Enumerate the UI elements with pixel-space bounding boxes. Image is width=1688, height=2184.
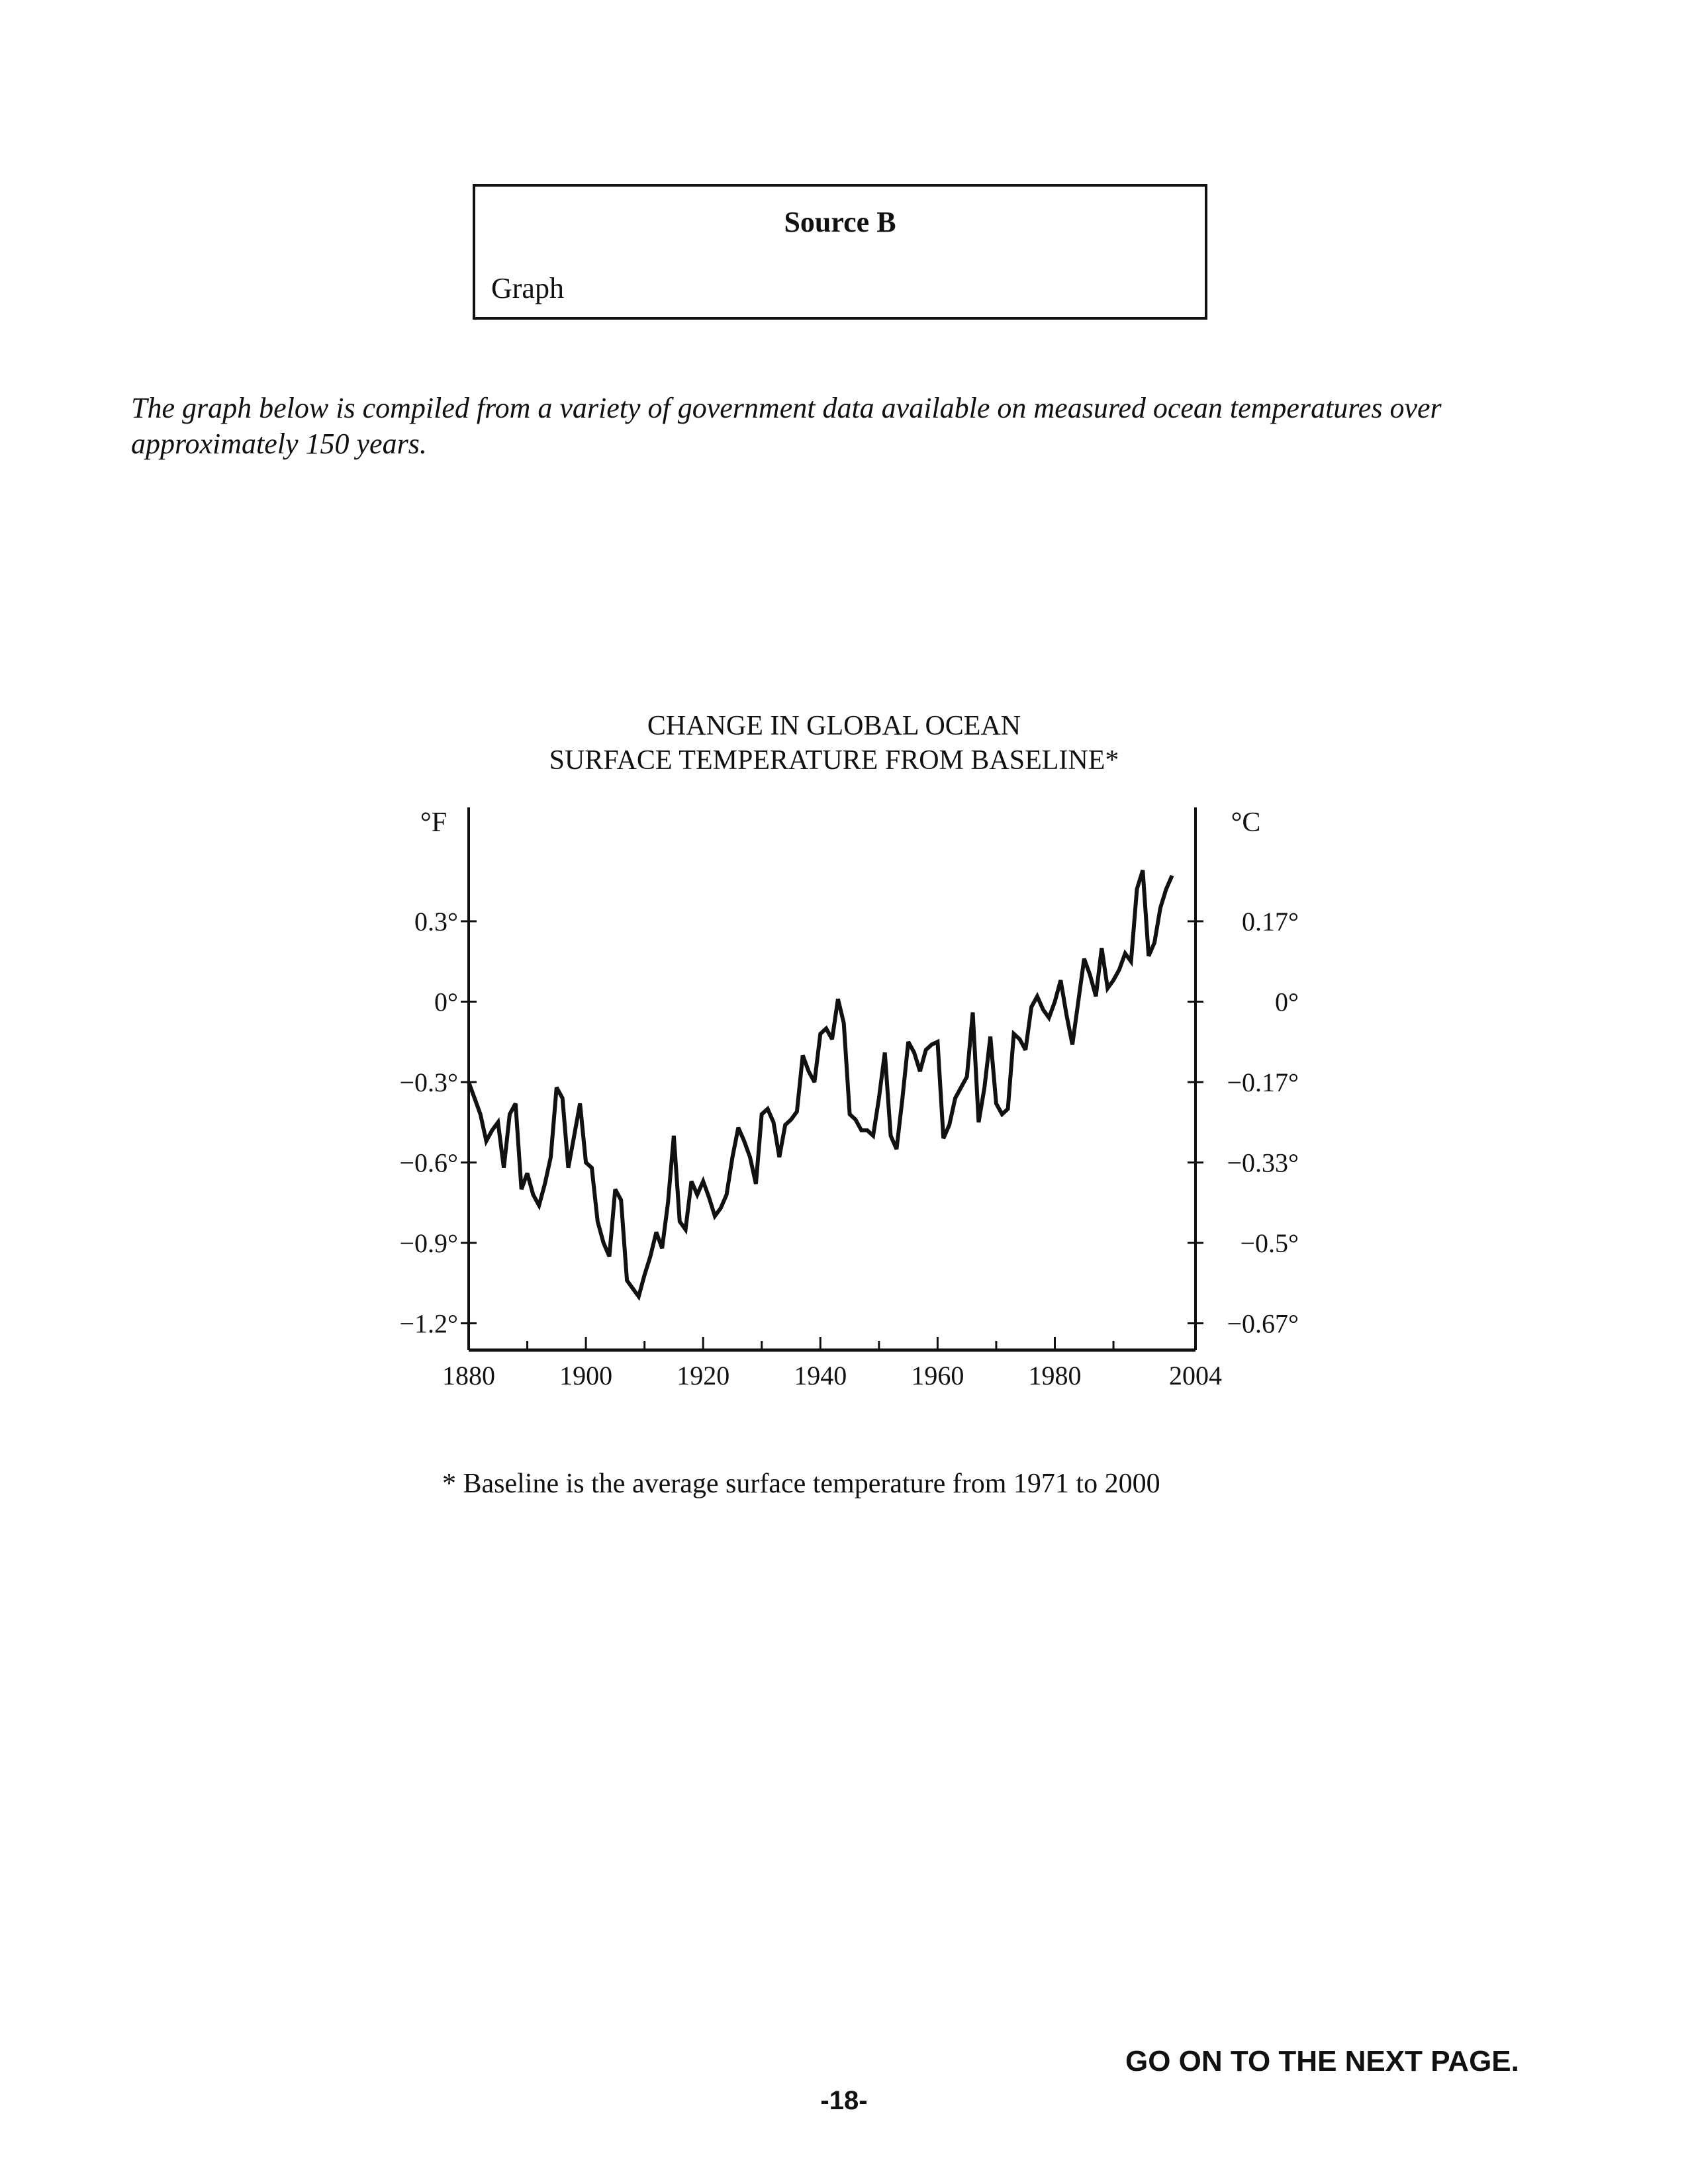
y-right-tick-label: 0.17° <box>1242 907 1299 936</box>
ocean-temperature-chart: CHANGE IN GLOBAL OCEAN SURFACE TEMPERATU… <box>399 711 1299 1499</box>
temperature-series-line <box>467 870 1174 1301</box>
y-right-tick-label: 0° <box>1275 987 1299 1017</box>
y-right-tick-label: −0.33° <box>1227 1148 1299 1178</box>
chart-title-line2: SURFACE TEMPERATURE FROM BASELINE* <box>549 745 1119 776</box>
y-right-tick-label: −0.5° <box>1240 1228 1299 1258</box>
source-title: Source B <box>784 206 896 238</box>
x-tick-label: 1920 <box>677 1361 729 1390</box>
source-box: Source B Graph <box>473 184 1207 320</box>
chart-footnote: * Baseline is the average surface temper… <box>442 1469 1160 1499</box>
x-tick-label: 1980 <box>1028 1361 1081 1390</box>
y-left-tick-label: −0.9° <box>399 1228 458 1258</box>
y-left-tick-label: 0.3° <box>414 907 458 936</box>
x-tick-label: 1900 <box>559 1361 612 1390</box>
x-tick-label: 2004 <box>1169 1361 1222 1390</box>
y-left-tick-label: −0.3° <box>399 1068 458 1097</box>
x-tick-label: 1960 <box>911 1361 964 1390</box>
plot-area: 1880 1900 1920 1940 1960 1980 2004 0.3° 0° −0.3° −… <box>399 807 1299 1390</box>
intro-text: The graph below is compiled from a varie… <box>131 392 1442 460</box>
source-type: Graph <box>491 272 564 304</box>
go-on-notice: GO ON TO THE NEXT PAGE. <box>1125 2045 1519 2077</box>
page-number: -18- <box>820 2086 868 2115</box>
y-right-tick-label: −0.17° <box>1227 1068 1299 1097</box>
y-left-tick-label: 0° <box>434 987 458 1017</box>
y-right-tick-label: −0.67° <box>1227 1309 1299 1339</box>
y-left-tick-label: −1.2° <box>399 1309 458 1339</box>
chart-title-line1: CHANGE IN GLOBAL OCEAN <box>647 715 1021 741</box>
x-tick-label: 1880 <box>442 1361 495 1390</box>
x-tick-label: 1940 <box>794 1361 847 1390</box>
chart-figure: CHANGE IN GLOBAL OCEAN SURFACE TEMPERATU… <box>371 711 1324 1519</box>
left-axis-unit: °F <box>420 807 447 838</box>
right-axis-unit: °C <box>1231 807 1261 838</box>
y-left-tick-label: −0.6° <box>399 1148 458 1178</box>
